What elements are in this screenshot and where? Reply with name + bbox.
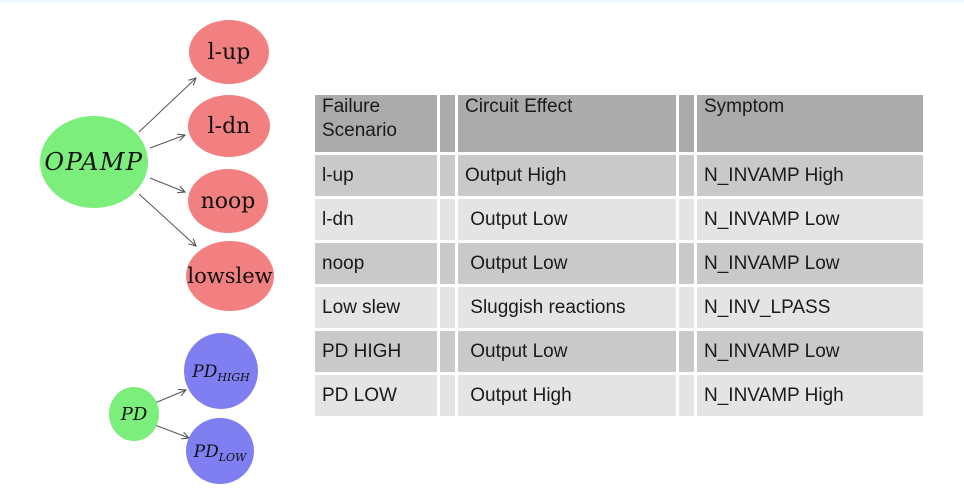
cell-scenario: l-dn	[315, 199, 437, 240]
cell-spacer	[440, 199, 455, 240]
pdhigh-node-label: PDHIGH	[191, 362, 250, 384]
ldn-node-ellipse	[188, 95, 270, 157]
cell-effect: Output High	[458, 155, 676, 196]
cell-spacer	[440, 331, 455, 372]
header-spacer-1	[440, 95, 455, 152]
table-row: Low slew Sluggish reactions N_INV_LPASS	[315, 287, 923, 328]
pdhigh-subscript: HIGH	[216, 371, 250, 384]
failure-table: Failure Scenario Circuit Effect Symptom …	[312, 92, 926, 419]
opamp-node-label: OPAMP	[44, 148, 143, 176]
arrow-opamp-lup	[138, 77, 197, 133]
cell-scenario: Low slew	[315, 287, 437, 328]
table-row: l-dn Output Low N_INVAMP Low	[315, 199, 923, 240]
opamp-node-ellipse	[40, 116, 148, 208]
pd-node-ellipse	[109, 387, 159, 441]
opamp-arrows	[138, 77, 197, 247]
cell-symptom: N_INV_LPASS	[697, 287, 923, 328]
pd-arrows	[154, 388, 191, 440]
header-failure-scenario: Failure Scenario	[315, 95, 437, 152]
arrow-opamp-ldn	[149, 133, 187, 149]
pdlow-base: PD	[193, 442, 219, 462]
pdlow-node-label: PDLOW	[193, 442, 248, 464]
cell-symptom: N_INVAMP High	[697, 375, 923, 416]
pdlow-node-ellipse	[186, 418, 254, 484]
noop-node-label: noop	[201, 189, 256, 214]
cell-symptom: N_INVAMP High	[697, 155, 923, 196]
fault-tree-diagram: OPAMP l-up l-dn noop lowslew PD PDHIGH P…	[40, 20, 274, 484]
noop-node-ellipse	[188, 169, 268, 233]
cell-scenario: noop	[315, 243, 437, 284]
lowslew-node-label: lowslew	[187, 264, 272, 288]
cell-spacer	[679, 375, 694, 416]
failure-table-container: Failure Scenario Circuit Effect Symptom …	[312, 92, 926, 419]
cell-spacer	[679, 331, 694, 372]
cell-effect: Output High	[458, 375, 676, 416]
cell-spacer	[679, 199, 694, 240]
table-header-row: Failure Scenario Circuit Effect Symptom	[315, 95, 923, 152]
cell-spacer	[679, 287, 694, 328]
cell-effect: Sluggish reactions	[458, 287, 676, 328]
ldn-node-label: l-dn	[208, 114, 251, 139]
arrow-pd-high	[154, 388, 188, 404]
header-circuit-effect: Circuit Effect	[458, 95, 676, 152]
table-row: PD HIGH Output Low N_INVAMP Low	[315, 331, 923, 372]
pdhigh-node-ellipse	[184, 333, 258, 409]
cell-spacer	[440, 375, 455, 416]
cell-symptom: N_INVAMP Low	[697, 243, 923, 284]
cell-scenario: PD HIGH	[315, 331, 437, 372]
table-row: l-up Output High N_INVAMP High	[315, 155, 923, 196]
arrow-opamp-lowslew	[138, 193, 197, 247]
cell-symptom: N_INVAMP Low	[697, 331, 923, 372]
pd-node-label: PD	[120, 404, 148, 425]
header-spacer-2	[679, 95, 694, 152]
table-row: noop Output Low N_INVAMP Low	[315, 243, 923, 284]
lup-node-label: l-up	[208, 40, 251, 65]
cell-scenario: PD LOW	[315, 375, 437, 416]
cell-spacer	[679, 155, 694, 196]
cell-spacer	[440, 287, 455, 328]
cell-effect: Output Low	[458, 243, 676, 284]
arrow-opamp-noop	[149, 177, 187, 194]
header-symptom: Symptom	[697, 95, 923, 152]
pdhigh-base: PD	[191, 362, 217, 382]
cell-effect: Output Low	[458, 331, 676, 372]
cell-effect: Output Low	[458, 199, 676, 240]
cell-scenario: l-up	[315, 155, 437, 196]
lup-node-ellipse	[189, 20, 269, 84]
lowslew-node-ellipse	[186, 241, 274, 311]
cell-symptom: N_INVAMP Low	[697, 199, 923, 240]
table-row: PD LOW Output High N_INVAMP High	[315, 375, 923, 416]
pdlow-subscript: LOW	[218, 451, 248, 464]
cell-spacer	[440, 243, 455, 284]
window-top-edge	[0, 0, 964, 5]
cell-spacer	[679, 243, 694, 284]
cell-spacer	[440, 155, 455, 196]
arrow-pd-low	[154, 424, 191, 440]
